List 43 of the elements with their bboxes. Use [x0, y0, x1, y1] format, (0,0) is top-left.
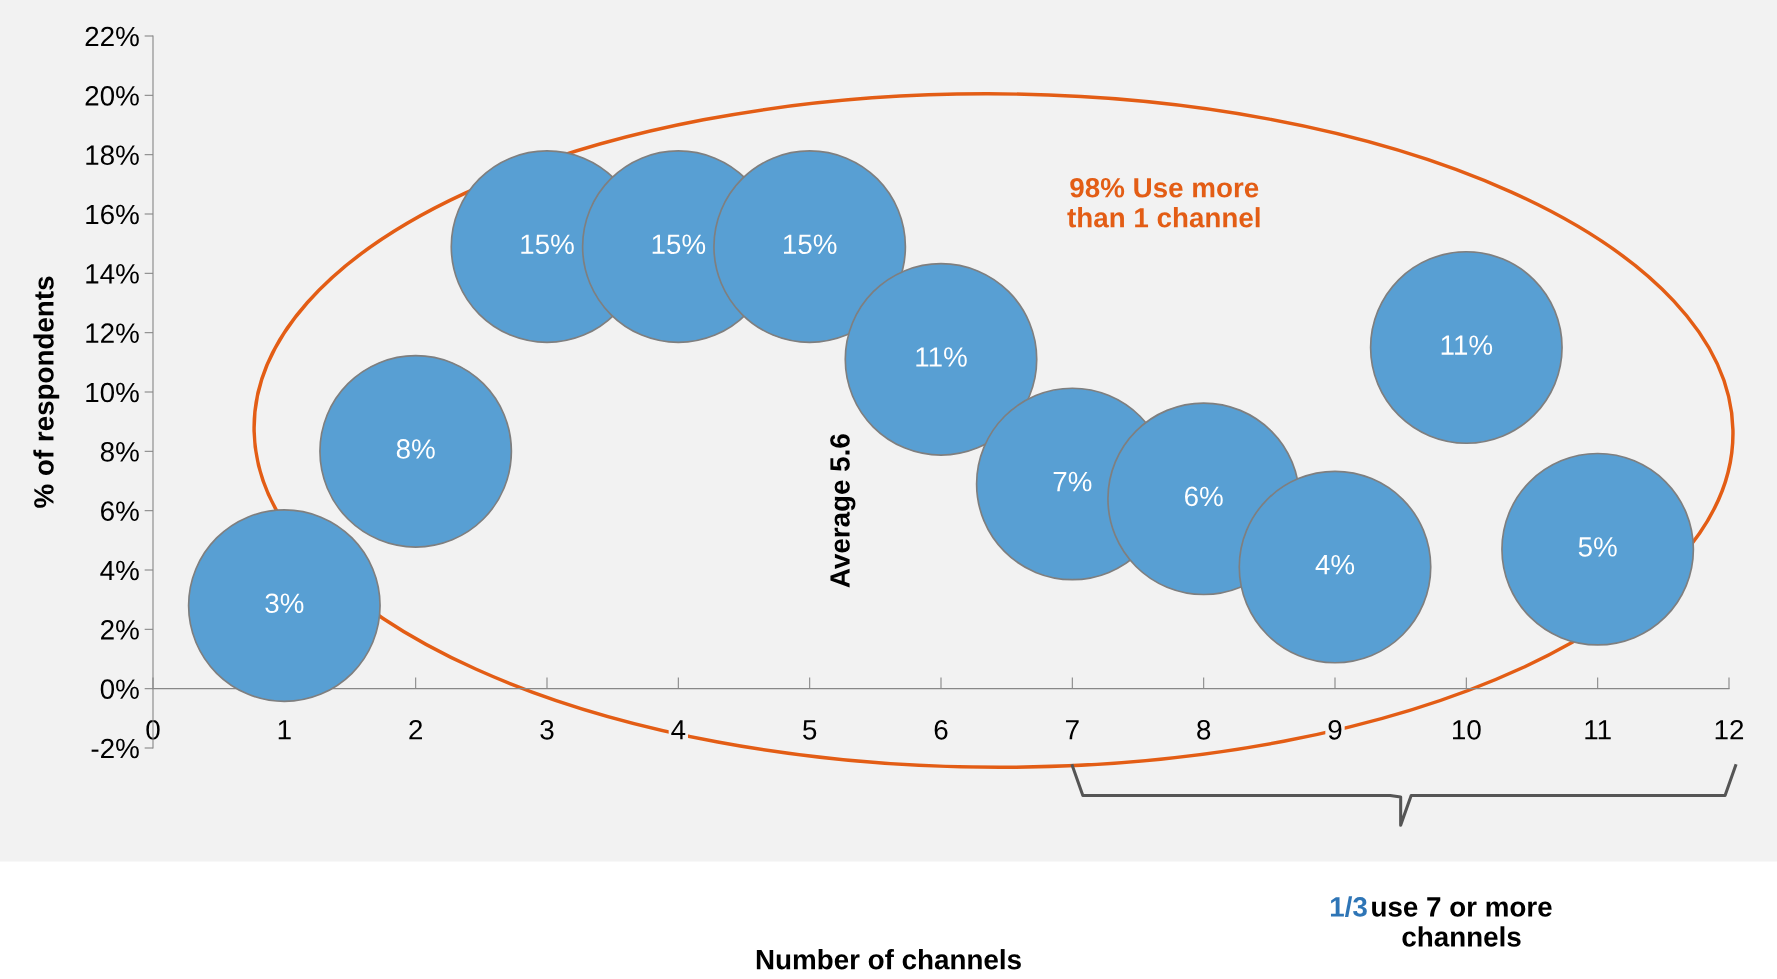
x-tick-label: 11: [1585, 720, 1611, 740]
data-label: 7%: [1053, 471, 1092, 492]
y-tick-label: 12%: [86, 323, 139, 343]
data-label: 6%: [1185, 486, 1223, 507]
y-tick-label: 20%: [85, 86, 139, 106]
y-tick-label: 18%: [86, 145, 139, 166]
x-tick-label: 0: [146, 719, 160, 740]
text: use 7 or more channels: [1372, 897, 1552, 947]
y-tick-label: 0%: [100, 679, 139, 700]
x-tick-label: 5: [803, 720, 817, 740]
x-tick-label: 7: [1066, 720, 1079, 740]
data-label: 15%: [652, 234, 706, 255]
annotation: Average 5.6: [830, 434, 856, 588]
x-tick-label: 8: [1197, 719, 1211, 740]
y-tick-label: 10%: [86, 382, 139, 403]
x-tick-label: 4: [671, 720, 686, 740]
data-label: 15%: [783, 234, 837, 255]
annotation: 98% Use more than 1 channel: [1067, 177, 1260, 228]
data-label: 11%: [1441, 335, 1493, 355]
y-tick-label: 22%: [85, 26, 139, 47]
data-label: 11%: [916, 347, 967, 367]
x-tick-label: 6: [934, 719, 948, 740]
y-axis-title: % of respondents: [33, 276, 60, 508]
x-tick-label: 12: [1715, 719, 1744, 740]
y-tick-label: -2%: [91, 738, 139, 759]
data-label: 3%: [265, 593, 304, 614]
data-label: 8%: [396, 439, 435, 459]
y-tick-label: 16%: [86, 204, 139, 225]
data-label: 15%: [521, 234, 574, 255]
x-tick-label: 10: [1453, 719, 1481, 740]
y-tick-label: 4%: [100, 560, 139, 581]
x-tick-label: 1: [278, 720, 291, 740]
data-label: 4%: [1315, 554, 1355, 575]
text: Number of channels: [756, 949, 1021, 970]
y-tick-label: 8%: [100, 442, 139, 462]
y-tick-label: 6%: [101, 501, 139, 522]
y-tick-label: 2%: [101, 620, 139, 640]
x-tick-label: 9: [1328, 719, 1342, 740]
x-tick-label: 3: [540, 719, 554, 740]
data-label: 5%: [1578, 537, 1617, 557]
y-tick-label: 14%: [86, 264, 139, 284]
text: 1/3: [1330, 896, 1367, 918]
x-tick-label: 2: [409, 719, 422, 740]
